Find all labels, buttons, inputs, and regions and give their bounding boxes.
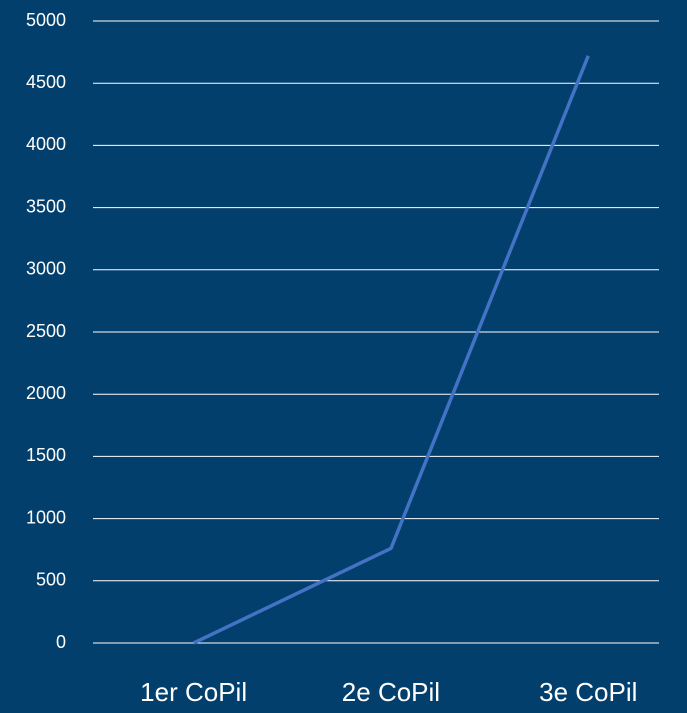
y-tick-label: 4000 — [26, 134, 66, 154]
x-tick-label: 3e CoPil — [539, 677, 637, 707]
y-tick-label: 5000 — [26, 10, 66, 30]
x-tick-label: 1er CoPil — [140, 677, 247, 707]
y-tick-label: 1000 — [26, 507, 66, 527]
y-tick-label: 0 — [56, 632, 66, 652]
y-tick-label: 4500 — [26, 72, 66, 92]
x-tick-label: 2e CoPil — [342, 677, 440, 707]
y-tick-label: 2500 — [26, 321, 66, 341]
y-tick-label: 2000 — [26, 383, 66, 403]
y-tick-label: 3500 — [26, 196, 66, 216]
y-tick-label: 500 — [36, 570, 66, 590]
line-series — [192, 55, 590, 645]
y-tick-label: 3000 — [26, 259, 66, 279]
y-tick-label: 1500 — [26, 445, 66, 465]
